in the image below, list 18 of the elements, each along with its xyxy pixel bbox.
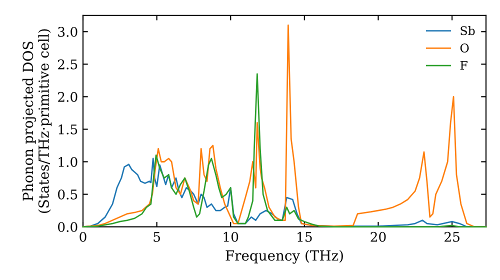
x-tick-label: 25 [444, 232, 460, 242]
x-tick-label: 0 [80, 232, 86, 242]
x-tick-label: 10 [224, 232, 238, 242]
x-axis-title: Frequency (THz) [226, 250, 343, 264]
y-tick-label: 0.5 [58, 189, 78, 200]
legend-label: Sb [460, 26, 475, 36]
x-tick-label: 5 [154, 232, 160, 242]
y-axis-title: Phonon projected DOS (States/THz·primitive cell) [22, 29, 52, 213]
y-tick-label: 1.0 [58, 156, 78, 167]
x-tick-label: 20 [370, 232, 386, 242]
y-tick-label: 3.0 [58, 26, 78, 37]
y-tick-label: 2.0 [58, 92, 78, 102]
y-tick-label: 2.5 [58, 59, 78, 70]
legend-label: F [460, 61, 468, 70]
y-tick-label: 0.0 [58, 222, 78, 232]
legend-label: O [460, 44, 469, 52]
x-tick-label: 15 [298, 232, 312, 242]
y-tick-label: 1.5 [58, 124, 78, 134]
